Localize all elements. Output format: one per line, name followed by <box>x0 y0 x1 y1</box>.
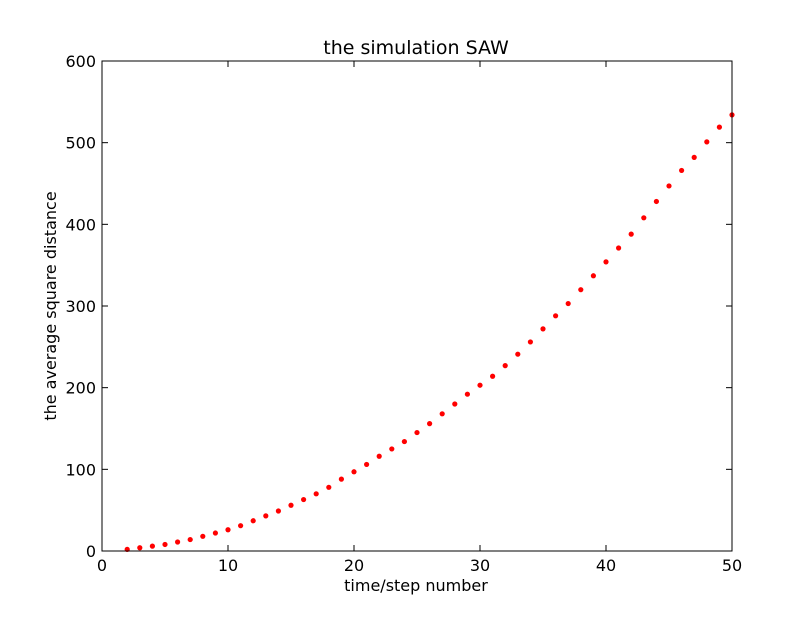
data-point <box>389 446 395 452</box>
data-point <box>439 411 445 417</box>
data-point <box>691 154 697 160</box>
data-point <box>288 502 294 508</box>
data-point <box>175 539 181 545</box>
data-point <box>313 491 319 497</box>
data-point <box>401 438 407 445</box>
x-tick-label: 50 <box>722 556 742 575</box>
x-tick-label: 20 <box>344 556 364 575</box>
y-axis-label: the average square distance <box>41 191 60 420</box>
plot-frame <box>101 60 733 552</box>
data-point <box>275 508 281 514</box>
data-point <box>364 461 370 468</box>
y-tick-label: 100 <box>65 460 96 479</box>
data-point <box>162 541 168 548</box>
data-point <box>338 476 344 482</box>
x-axis-label: time/step number <box>344 576 488 595</box>
y-tick-label: 200 <box>65 379 96 398</box>
data-point <box>502 363 508 369</box>
data-point <box>263 513 269 519</box>
data-point <box>653 198 660 205</box>
y-tick-label: 300 <box>65 297 96 316</box>
y-tick-label: 400 <box>65 215 96 234</box>
data-point <box>490 373 496 379</box>
data-point <box>212 530 218 536</box>
data-point <box>427 421 433 427</box>
data-point <box>225 527 231 533</box>
data-point <box>250 518 256 524</box>
data-point <box>326 484 332 490</box>
data-point <box>301 496 307 503</box>
data-point <box>452 401 458 407</box>
data-point <box>376 453 382 459</box>
data-point <box>540 326 546 332</box>
data-point <box>679 167 685 174</box>
data-point <box>616 245 622 251</box>
x-tick-label: 10 <box>218 556 238 575</box>
data-point <box>704 139 710 145</box>
data-point <box>137 545 143 551</box>
data-point <box>187 536 193 543</box>
data-point <box>527 339 534 345</box>
y-axis-ticks: 0 100 200 300 400 500 600 <box>65 52 732 561</box>
chart-title: the simulation SAW <box>323 37 509 59</box>
data-point <box>628 231 634 237</box>
data-point <box>464 391 470 397</box>
data-point <box>477 382 483 388</box>
x-tick-label: 40 <box>596 556 616 575</box>
data-point <box>565 300 571 307</box>
data-point <box>666 183 672 189</box>
y-tick-label: 0 <box>86 542 96 561</box>
data-point <box>200 533 206 539</box>
y-tick-label: 500 <box>65 134 96 153</box>
data-point <box>238 523 244 529</box>
y-tick-label: 600 <box>65 52 96 71</box>
data-point <box>641 215 647 221</box>
data-point <box>515 351 521 357</box>
x-axis-ticks: 0 10 20 30 40 50 <box>97 61 742 575</box>
data-point <box>716 124 723 130</box>
data-points <box>124 112 735 552</box>
data-point <box>578 287 584 293</box>
x-tick-label: 0 <box>97 556 107 575</box>
data-point <box>414 429 420 436</box>
x-tick-label: 30 <box>470 556 490 575</box>
data-point <box>553 313 559 319</box>
data-point <box>351 469 357 475</box>
data-point <box>603 259 609 265</box>
data-point <box>590 273 597 279</box>
data-point <box>149 543 155 549</box>
